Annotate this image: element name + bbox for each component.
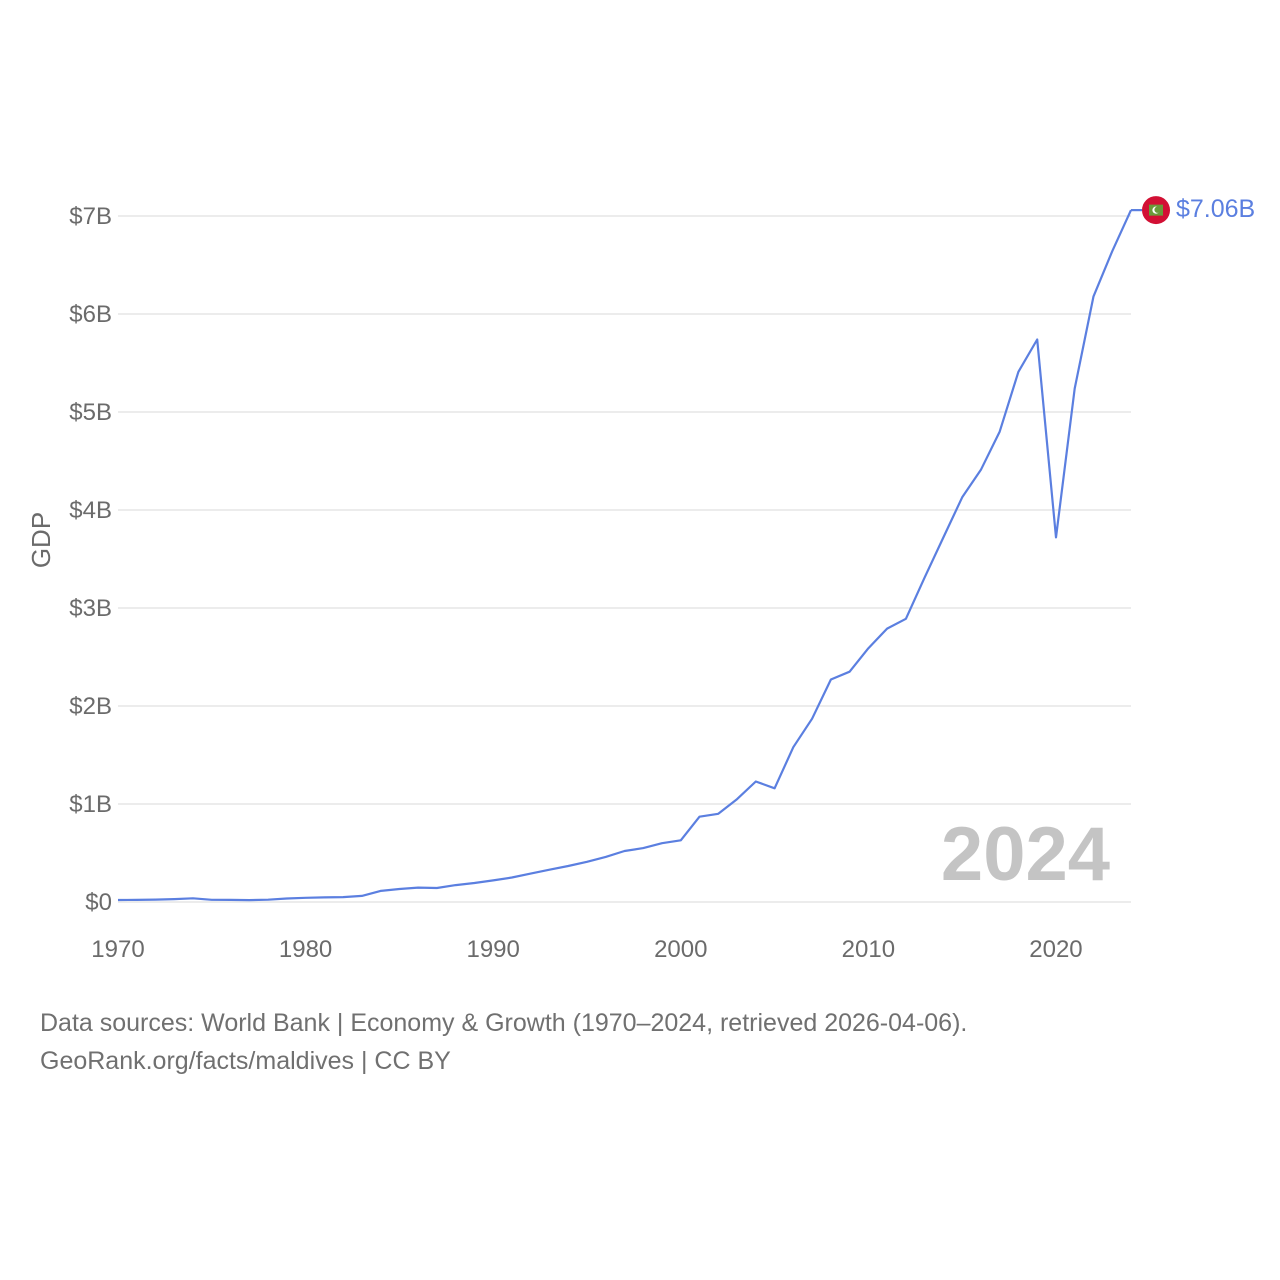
x-tick-label: 2000 <box>654 936 707 963</box>
data-sources-text: Data sources: World Bank | Economy & Gro… <box>40 1009 968 1037</box>
x-tick-label: 1970 <box>91 936 144 963</box>
chart-footer: Data sources: World Bank | Economy & Gro… <box>40 1004 967 1080</box>
y-tick-label: $5B <box>69 399 112 426</box>
x-axis-ticks: 1970 1980 1990 2000 2010 2020 <box>91 936 1082 963</box>
y-tick-label: $7B <box>69 203 112 230</box>
x-tick-label: 1980 <box>279 936 332 963</box>
y-tick-label: $1B <box>69 791 112 818</box>
gdp-series-line <box>117 209 1133 902</box>
y-tick-label: $0 <box>85 889 112 916</box>
x-tick-label: 2010 <box>842 936 895 963</box>
end-value-label: $7.06B <box>1176 195 1255 223</box>
y-tick-label: $3B <box>69 595 112 622</box>
y-tick-label: $4B <box>69 497 112 524</box>
y-axis-label: GDP <box>26 512 56 568</box>
x-tick-label: 1990 <box>466 936 519 963</box>
gdp-line-chart: $0 $1B $2B $3B $4B $5B $6B $7B 1970 1980 1990 2000… <box>26 195 1255 963</box>
y-axis-ticks: $0 $1B $2B $3B $4B $5B $6B $7B <box>69 203 112 916</box>
y-tick-label: $2B <box>69 693 112 720</box>
attribution-text: GeoRank.org/facts/maldives | CC BY <box>40 1047 451 1075</box>
y-tick-label: $6B <box>69 301 112 328</box>
maldives-flag-icon <box>1142 196 1170 225</box>
year-overlay: 2024 <box>941 812 1110 897</box>
grid-lines <box>118 215 1131 903</box>
x-tick-label: 2020 <box>1029 936 1082 963</box>
